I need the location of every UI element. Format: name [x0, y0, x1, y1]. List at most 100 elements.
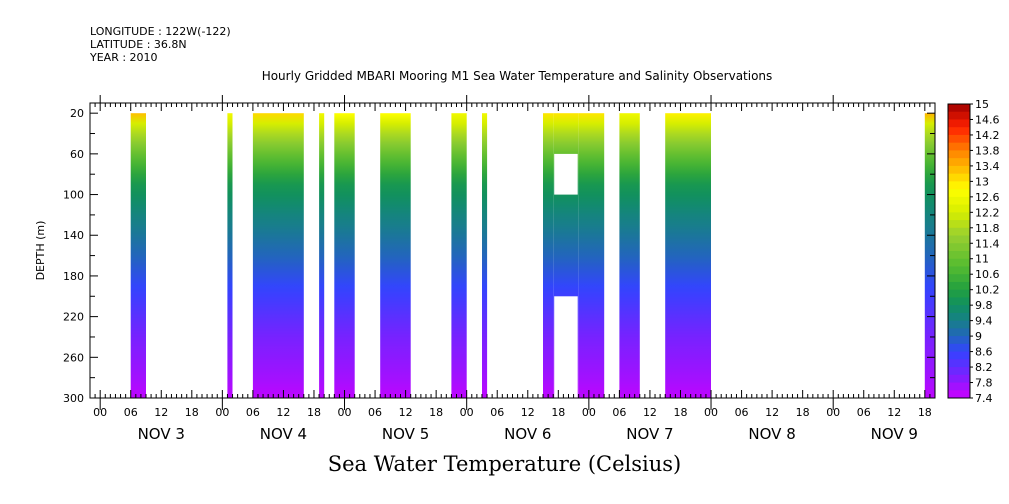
longitude-label: LONGITUDE : 122W(-122) — [90, 25, 231, 38]
colorbar-label: 9.4 — [975, 315, 993, 328]
colorbar-label: 14.2 — [975, 129, 1000, 142]
x-day-label: NOV 4 — [260, 425, 307, 443]
colorbar-cell — [948, 111, 970, 120]
x-hour-label: 00 — [582, 406, 596, 419]
colorbar-label: 13.8 — [975, 144, 1000, 157]
x-hour-label: 06 — [857, 406, 871, 419]
colorbar-cell — [948, 220, 970, 229]
colorbar-frame — [947, 103, 971, 399]
colorbar-cell — [948, 297, 970, 306]
x-hour-label: 06 — [735, 406, 749, 419]
x-hour-label: 00 — [460, 406, 474, 419]
x-hour-label: 12 — [765, 406, 779, 419]
colorbar-cell — [948, 367, 970, 376]
colorbar-cell — [948, 142, 970, 151]
colorbar-label: 11 — [975, 253, 989, 266]
colorbar-label: 7.8 — [975, 377, 993, 390]
x-hour-label: 06 — [246, 406, 260, 419]
colorbar-cell — [948, 374, 970, 384]
y-tick-label: 140 — [63, 229, 84, 242]
x-hour-label: 12 — [521, 406, 535, 419]
colorbar-label: 11.4 — [975, 237, 1000, 250]
data-segment — [451, 113, 467, 398]
data-gap — [554, 296, 578, 398]
colorbar-cell — [948, 382, 970, 391]
y-tick-label: 260 — [63, 351, 84, 364]
colorbar-label: 8.6 — [975, 346, 993, 359]
data-gap — [554, 153, 578, 195]
colorbar-cell — [948, 173, 970, 182]
colorbar-cell — [948, 196, 970, 206]
colorbar-cell — [948, 181, 970, 190]
colorbar-label: 14.6 — [975, 113, 1000, 126]
y-tick-label: 300 — [63, 392, 84, 405]
colorbar-label: 8.2 — [975, 361, 993, 374]
data-segment — [543, 113, 554, 398]
x-hour-label: 18 — [551, 406, 565, 419]
colorbar-label: 13.4 — [975, 160, 1000, 173]
x-hour-label: 06 — [612, 406, 626, 419]
x-hour-label: 18 — [673, 406, 687, 419]
data-segment — [619, 113, 640, 398]
y-tick-label: 20 — [70, 107, 84, 120]
colorbar-cell — [948, 305, 970, 314]
colorbar-label: 7.4 — [975, 392, 993, 405]
data-segment — [334, 113, 355, 398]
colorbar-cell — [948, 359, 970, 368]
x-hour-label: 00 — [215, 406, 229, 419]
x-day-label: NOV 7 — [626, 425, 673, 443]
data-segment — [578, 113, 605, 398]
colorbar-cell — [948, 281, 970, 291]
colorbar-cell — [948, 204, 970, 213]
colorbar-cell — [948, 104, 970, 113]
data-layer — [130, 113, 935, 398]
colorbar-cell — [948, 243, 970, 252]
colorbar-cell — [948, 165, 970, 175]
colorbar-cell — [948, 336, 970, 345]
x-hour-label: 00 — [338, 406, 352, 419]
colorbar-cell — [948, 150, 970, 159]
colorbar-cell — [948, 266, 970, 275]
colorbar-cell — [948, 119, 970, 128]
colorbar-cell — [948, 235, 970, 244]
x-hour-label: 18 — [307, 406, 321, 419]
plot-title: Hourly Gridded MBARI Mooring M1 Sea Wate… — [261, 69, 773, 83]
colorbar-label: 10.2 — [975, 284, 1000, 297]
colorbar-label: 9.8 — [975, 299, 993, 312]
x-day-label: NOV 9 — [871, 425, 918, 443]
x-hour-label: 06 — [368, 406, 382, 419]
x-day-label: NOV 5 — [382, 425, 429, 443]
x-hour-label: 00 — [704, 406, 718, 419]
year-label: YEAR : 2010 — [90, 51, 158, 64]
colorbar-cell — [948, 227, 970, 237]
plot-frame — [89, 102, 936, 399]
x-hour-label: 12 — [399, 406, 413, 419]
data-segment — [380, 113, 411, 398]
latitude-label: LATITUDE : 36.8N — [90, 38, 187, 51]
x-hour-label: 12 — [887, 406, 901, 419]
x-hour-label: 00 — [93, 406, 107, 419]
colorbar-cell — [948, 274, 970, 283]
data-segment — [665, 113, 711, 398]
colorbar-label: 13 — [975, 175, 989, 188]
y-tick-label: 60 — [70, 148, 84, 161]
x-hour-label: 12 — [643, 406, 657, 419]
y-axis-label: DEPTH (m) — [34, 221, 47, 281]
colorbar-cell — [948, 320, 970, 329]
colorbar-label: 11.8 — [975, 222, 1000, 235]
colorbar-cell — [948, 328, 970, 337]
colorbar-label: 12.2 — [975, 206, 1000, 219]
colorbar: 15 14.6 14.2 13.8 13.4 13 12.6 12.2 11.8 11.4 11 10… — [947, 98, 1000, 405]
x-hour-label: 00 — [826, 406, 840, 419]
colorbar-cell — [948, 251, 970, 260]
colorbar-cell — [948, 212, 970, 221]
x-hour-label: 12 — [276, 406, 290, 419]
colorbar-cell — [948, 312, 970, 322]
x-hour-label: 18 — [429, 406, 443, 419]
x-hour-label: 06 — [490, 406, 504, 419]
colorbar-label: 10.6 — [975, 268, 1000, 281]
colorbar-cell — [948, 390, 970, 399]
data-segment — [482, 113, 488, 398]
colorbar-cell — [948, 351, 970, 360]
